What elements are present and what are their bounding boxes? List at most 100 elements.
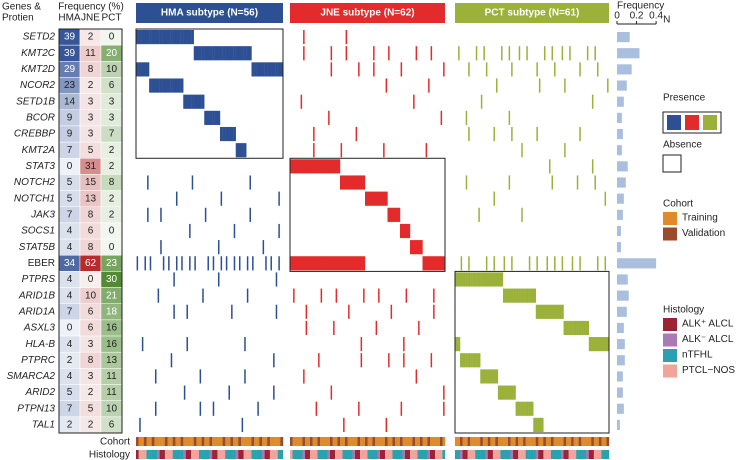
mutation-tile xyxy=(305,256,308,271)
mutation-tile xyxy=(440,256,443,271)
frequency-value: 13 xyxy=(106,355,118,366)
mutation-tile xyxy=(375,191,378,206)
histology-cell xyxy=(528,450,531,459)
histology-cell xyxy=(480,450,483,459)
mutation-tile xyxy=(149,30,152,45)
mutation-tile xyxy=(508,175,511,190)
mutation-tiles xyxy=(495,78,609,93)
mutation-tiles xyxy=(458,46,596,61)
mutation-tiles xyxy=(535,304,564,319)
mutation-tile xyxy=(543,46,546,61)
cohort-cell xyxy=(487,437,491,446)
mutation-tile xyxy=(528,401,531,416)
cohort-cell xyxy=(217,437,221,446)
histology-cell xyxy=(136,450,139,459)
mutation-tile xyxy=(430,256,433,271)
mutation-tile xyxy=(277,62,281,77)
mutation-tile xyxy=(167,30,171,45)
gene-label: NOTCH2 xyxy=(14,177,56,188)
mutation-tile xyxy=(251,62,255,77)
mutation-tiles xyxy=(460,353,481,368)
mutation-tile xyxy=(571,256,574,271)
mutation-tile xyxy=(400,401,403,416)
mutation-tile xyxy=(297,159,301,174)
cohort-cell xyxy=(191,437,194,446)
mutation-tile xyxy=(238,143,242,158)
subtype-label: HMA subtype (N=56) xyxy=(161,8,258,19)
mutation-tile xyxy=(154,30,158,45)
mutation-tile xyxy=(273,385,275,400)
mutation-tiles xyxy=(328,110,443,125)
frequency-value: 13 xyxy=(85,193,97,204)
mutation-tile xyxy=(235,143,239,158)
histology-cell xyxy=(269,450,273,459)
mutation-tile xyxy=(492,272,496,287)
mutation-tile xyxy=(300,159,303,174)
mutation-tile xyxy=(233,46,236,61)
mutation-tile xyxy=(468,62,470,77)
mutation-tile xyxy=(465,175,468,190)
histology-cell xyxy=(275,450,278,459)
histology-cell xyxy=(280,450,284,459)
frequency-value: 7 xyxy=(67,403,73,414)
histology-cell xyxy=(472,450,476,459)
mutation-tile xyxy=(320,159,323,174)
cohort-cell xyxy=(370,437,373,446)
histology-cell xyxy=(515,450,519,459)
mutation-tile xyxy=(594,46,596,61)
mutation-tile xyxy=(345,30,348,45)
mutation-tile xyxy=(272,62,276,77)
frequency-value: 16 xyxy=(106,339,118,350)
cohort-cell xyxy=(390,437,393,446)
cohort-cell xyxy=(225,437,229,446)
histology-cell xyxy=(417,450,421,459)
mutation-tile xyxy=(511,62,513,77)
gene-label: STAT3 xyxy=(25,161,55,172)
mutation-tiles xyxy=(480,94,594,109)
mutation-tiles xyxy=(313,126,358,142)
mutation-tile xyxy=(443,62,445,77)
histology-cell xyxy=(538,450,542,459)
mutation-tiles xyxy=(136,62,284,77)
frequency-value: 4 xyxy=(67,242,73,253)
mutation-tile xyxy=(428,78,430,93)
mutation-tile xyxy=(569,46,571,61)
mutation-tile xyxy=(335,288,338,303)
mutation-tile xyxy=(259,62,263,77)
cohort-cell xyxy=(553,437,557,446)
mutation-tile xyxy=(189,223,191,239)
cohort-cell xyxy=(360,437,363,446)
histology-cell xyxy=(248,450,252,459)
mutation-tile xyxy=(335,256,338,271)
mutation-tile xyxy=(358,401,360,416)
mutation-tile xyxy=(528,288,531,303)
cohort-cell xyxy=(204,437,208,446)
cohort-cell xyxy=(520,437,524,446)
genes-label: Protien xyxy=(2,13,34,24)
histology-cell xyxy=(430,450,433,459)
frequency-label: Frequency (%) xyxy=(58,2,124,13)
mutation-tile xyxy=(467,353,471,368)
mutation-tile xyxy=(495,272,499,287)
mutation-tile xyxy=(335,159,338,174)
histology-cell xyxy=(513,450,516,459)
mutation-tile xyxy=(305,304,308,319)
histology-cell xyxy=(460,450,463,459)
histology-cell xyxy=(235,450,239,459)
mutation-tile xyxy=(333,320,335,336)
mutation-tile xyxy=(347,256,351,271)
mutation-tile xyxy=(375,320,378,336)
mutation-tile xyxy=(472,272,476,287)
mutation-tiles xyxy=(549,159,594,174)
frequency-bar xyxy=(617,387,623,398)
frequency-value: 6 xyxy=(88,323,94,334)
mutation-tile xyxy=(402,223,406,239)
gene-label: NCOR2 xyxy=(20,80,55,91)
mutation-tile xyxy=(571,320,574,336)
legend-label: nTFHL xyxy=(682,350,713,361)
histology-cell xyxy=(322,450,326,459)
mutation-tile xyxy=(536,256,538,271)
mutation-tile xyxy=(536,62,538,77)
mutation-tile xyxy=(212,46,215,61)
mutation-tile xyxy=(485,369,489,384)
